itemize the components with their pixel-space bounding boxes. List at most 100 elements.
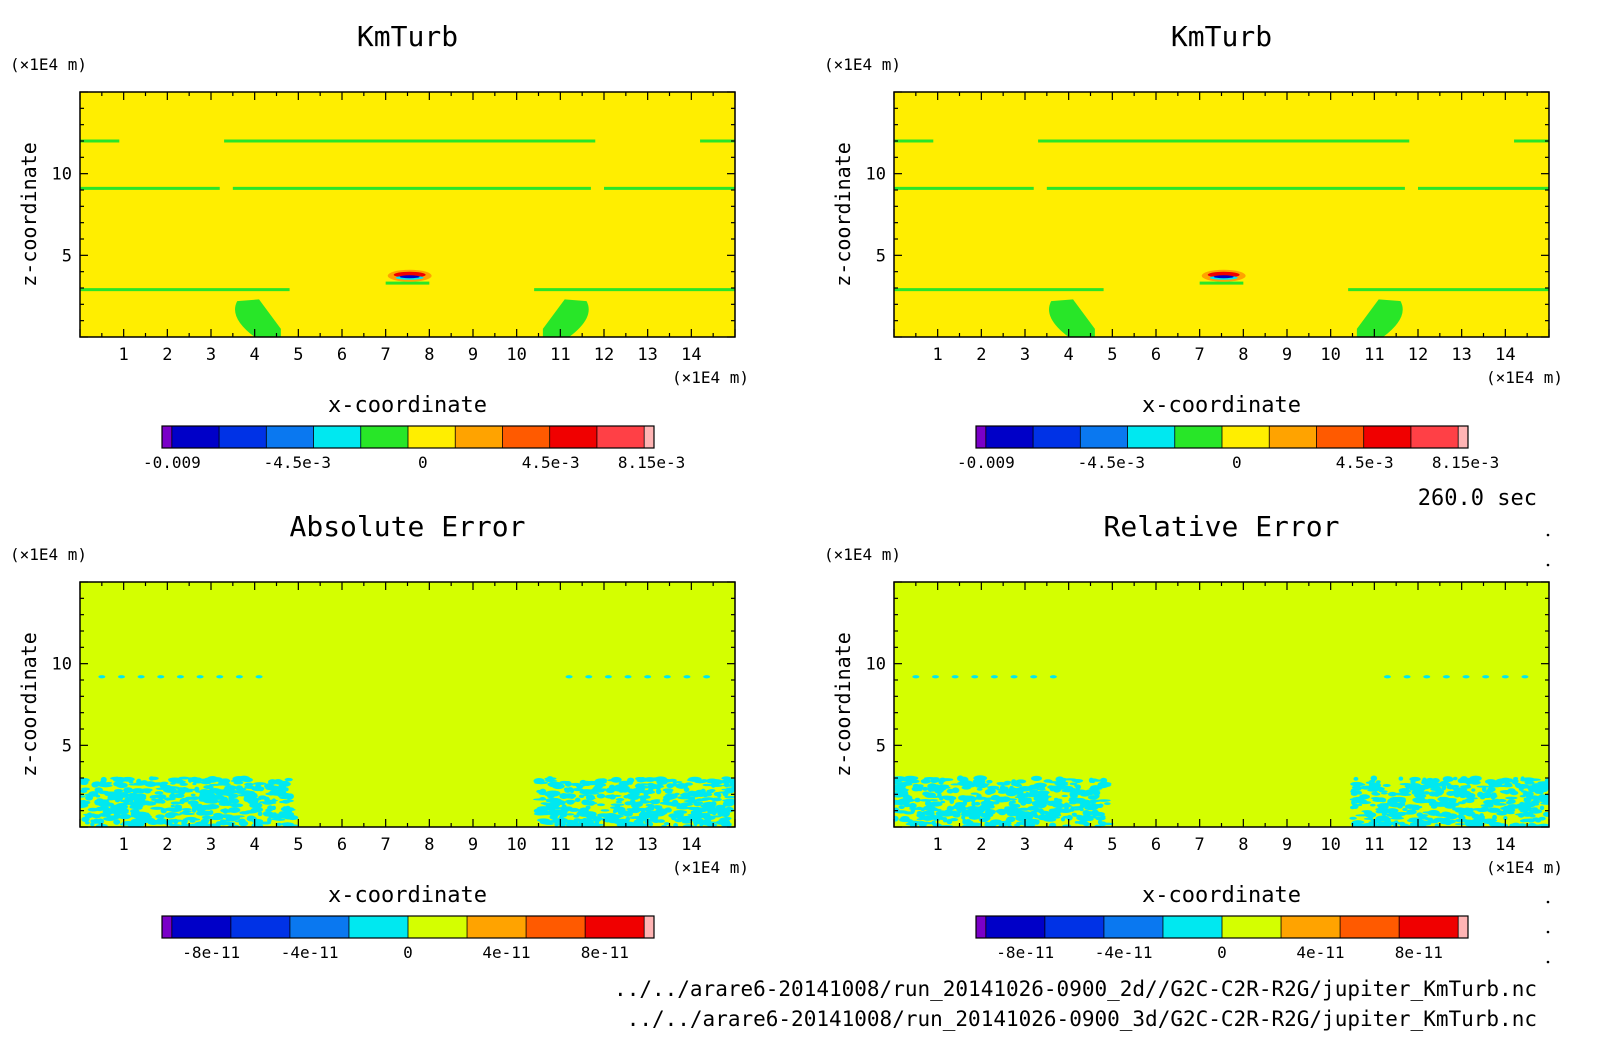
speckle-mark bbox=[273, 779, 283, 785]
speckle-mark bbox=[538, 791, 549, 796]
contour-dot bbox=[1010, 675, 1018, 679]
speckle-mark bbox=[589, 821, 595, 825]
contour-dot bbox=[624, 675, 632, 679]
colorbar-segment bbox=[1103, 916, 1163, 938]
speckle-mark bbox=[249, 802, 263, 809]
speckle-mark bbox=[693, 810, 703, 816]
speckle-mark bbox=[1375, 810, 1383, 814]
speckle-mark bbox=[970, 809, 976, 816]
speckle-mark bbox=[1487, 807, 1501, 813]
x-tick-label: 5 bbox=[1107, 345, 1117, 365]
speckle-mark bbox=[680, 802, 694, 807]
speckle-mark bbox=[1353, 776, 1359, 781]
x-tick-label: 11 bbox=[550, 345, 570, 365]
speckle-mark bbox=[199, 810, 214, 816]
contour-band bbox=[80, 139, 120, 143]
speckle-mark bbox=[585, 797, 596, 800]
speckle-mark bbox=[1416, 785, 1430, 790]
x-tick-label: 8 bbox=[1238, 345, 1248, 365]
speckle-mark bbox=[1038, 795, 1049, 802]
speckle-mark bbox=[705, 778, 719, 784]
speckle-mark bbox=[154, 791, 164, 795]
speckle-mark bbox=[706, 789, 714, 794]
speckle-mark bbox=[139, 800, 150, 803]
speckle-mark bbox=[1049, 822, 1057, 827]
speckle-mark bbox=[1452, 787, 1466, 791]
contour-dot bbox=[971, 675, 979, 679]
speckle-mark bbox=[206, 775, 219, 782]
speckle-mark bbox=[716, 792, 722, 798]
file-path-3d: ../../arare6-20141008/run_20141026-0900_… bbox=[627, 1007, 1537, 1031]
speckle-mark bbox=[265, 792, 271, 795]
speckle-mark bbox=[1009, 785, 1014, 791]
contour-dot bbox=[931, 675, 939, 679]
speckle-mark bbox=[896, 790, 909, 796]
speckle-mark bbox=[594, 821, 600, 825]
speckle-mark bbox=[233, 778, 241, 781]
speckle-mark bbox=[557, 822, 567, 826]
contour-band bbox=[232, 186, 591, 190]
speckle-mark bbox=[144, 815, 151, 820]
colorbar-segment bbox=[526, 916, 586, 938]
speckle-mark bbox=[603, 816, 612, 823]
colorbar-frame bbox=[161, 425, 655, 449]
speckle-mark bbox=[1351, 799, 1356, 806]
speckle-mark bbox=[1355, 814, 1369, 817]
speckle-mark bbox=[573, 819, 579, 823]
speckle-mark bbox=[545, 790, 559, 796]
speckle-mark bbox=[1376, 780, 1381, 784]
speckle-mark bbox=[144, 801, 157, 806]
speckle-mark bbox=[1493, 802, 1507, 806]
speckle-mark bbox=[1062, 815, 1073, 819]
contour-dot bbox=[1501, 675, 1509, 679]
speckle-mark bbox=[894, 810, 908, 814]
colorbar-segment bbox=[1033, 426, 1081, 448]
speckle-mark bbox=[694, 780, 707, 784]
speckle-mark bbox=[173, 779, 184, 784]
speckle-mark bbox=[574, 797, 581, 802]
speckle-mark bbox=[1361, 810, 1372, 813]
speckle-mark bbox=[198, 798, 208, 802]
x-unit-label: (×1E4 m) bbox=[1486, 858, 1563, 877]
speckle-mark bbox=[961, 785, 972, 790]
speckle-mark bbox=[1529, 797, 1537, 800]
contour-dot bbox=[1462, 675, 1470, 679]
speckle-mark bbox=[1399, 789, 1411, 793]
speckle-mark bbox=[554, 812, 559, 817]
speckle-mark bbox=[229, 798, 239, 804]
speckle-mark bbox=[174, 804, 181, 809]
speckle-mark bbox=[116, 780, 124, 787]
speckle-mark bbox=[1082, 822, 1090, 827]
x-tick-label: 7 bbox=[1195, 835, 1205, 855]
speckle-mark bbox=[1476, 785, 1490, 788]
speckle-mark bbox=[1011, 783, 1022, 787]
speckle-mark bbox=[190, 804, 197, 808]
speckle-mark bbox=[93, 818, 100, 824]
speckle-mark bbox=[1529, 809, 1536, 813]
contour-band bbox=[80, 186, 220, 190]
speckle-mark bbox=[1509, 779, 1518, 783]
x-tick-label: 12 bbox=[594, 835, 614, 855]
speckle-mark bbox=[910, 807, 916, 814]
y-unit-label: (×1E4 m) bbox=[10, 55, 87, 74]
speckle-mark bbox=[964, 795, 976, 802]
speckle-mark bbox=[706, 823, 718, 827]
speckle-mark bbox=[959, 776, 969, 783]
speckle-mark bbox=[211, 798, 219, 803]
speckle-mark bbox=[1065, 803, 1071, 807]
speckle-mark bbox=[546, 820, 561, 823]
speckle-mark bbox=[170, 804, 175, 808]
speckle-mark bbox=[1369, 779, 1376, 783]
speckle-mark bbox=[1020, 800, 1027, 806]
speckle-mark bbox=[675, 782, 689, 789]
speckle-mark bbox=[1060, 817, 1066, 822]
colorbar-tick-label: -0.009 bbox=[143, 453, 201, 472]
speckle-mark bbox=[1072, 789, 1084, 792]
speckle-mark bbox=[576, 784, 584, 789]
speckle-mark bbox=[1014, 809, 1022, 812]
speckle-mark bbox=[237, 794, 249, 797]
speckle-mark bbox=[703, 818, 711, 825]
speckle-mark bbox=[976, 787, 983, 791]
x-tick-label: 4 bbox=[1064, 345, 1074, 365]
colorbar-segment bbox=[1340, 916, 1400, 938]
